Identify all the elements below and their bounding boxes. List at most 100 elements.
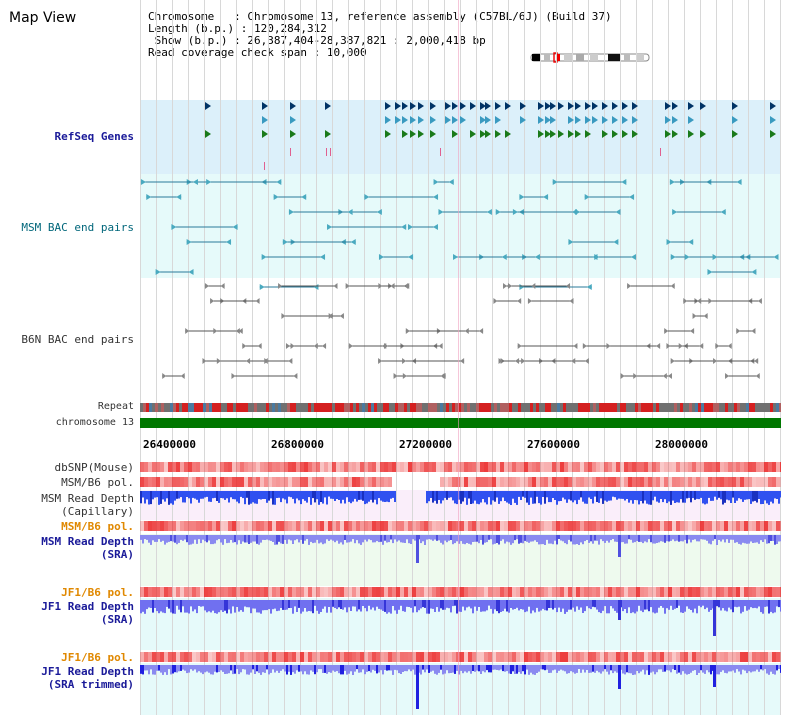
jf1-b6-pol-cell: [372, 652, 376, 662]
jf1-b6-pol-cell: [276, 652, 280, 662]
jf1-trim-depth: [522, 665, 524, 672]
msm-b6-pol-cell: [628, 477, 632, 487]
msm-sra-depth: [694, 535, 696, 540]
repeat-block: [419, 403, 422, 412]
msm-capillary-depth: [176, 491, 178, 499]
jf1-b6-pol-cell: [640, 587, 644, 597]
jf1-b6-pol-cell: [660, 587, 664, 597]
repeat-block: [776, 403, 779, 412]
bac-end: [313, 343, 318, 349]
jf1-trim-depth: [752, 665, 754, 672]
jf1-sra-depth: [452, 600, 454, 607]
msm-b6-pol-cell: [500, 521, 504, 531]
msm-b6-pol-cell: [380, 477, 384, 487]
jf1-sra-depth: [728, 600, 730, 608]
msm-capillary-depth: [720, 491, 722, 500]
dbsnp-cell: [696, 462, 700, 472]
msm-sra-depth: [600, 535, 602, 540]
msm-b6-pol-cell: [772, 477, 776, 487]
bac-end: [503, 283, 508, 289]
repeat-block: [572, 403, 575, 412]
jf1-trim-depth: [160, 665, 162, 673]
chromosome-ideogram-icon[interactable]: [530, 52, 652, 64]
jf1-b6-pol-cell: [508, 652, 512, 662]
jf1-trim-depth: [746, 665, 748, 674]
msm-b6-pol-cell: [184, 521, 188, 531]
jf1-trim-depth: [556, 665, 558, 673]
dbsnp-cell: [656, 462, 660, 472]
gene-marker: [505, 102, 511, 110]
msm-b6-pol-cell: [160, 521, 164, 531]
repeat-block: [362, 403, 365, 412]
msm-sra-depth: [602, 535, 604, 542]
jf1-sra-depth: [438, 600, 440, 612]
repeat-block: [767, 403, 770, 412]
gene-marker: [545, 102, 551, 110]
msm-sra-depth: [428, 535, 430, 540]
msm-capillary-depth: [698, 491, 700, 500]
bac-end: [390, 283, 395, 289]
jf1-trim-depth: [154, 665, 156, 675]
msm-b6-pol-cell: [576, 521, 580, 531]
jf1-sra-depth: [722, 600, 724, 609]
genome-view-panel[interactable]: 26400000 26800000 27200000 27600000 2800…: [140, 0, 781, 715]
jf1-sra-depth: [578, 600, 580, 610]
msm-capillary-depth: [706, 491, 708, 504]
jf1-b6-pol-cell: [584, 587, 588, 597]
repeat-block: [158, 403, 161, 412]
jf1-sra-depth: [624, 600, 626, 609]
bac-end: [712, 254, 718, 260]
msm-sra-depth: [542, 535, 544, 545]
msm-sra-depth: [748, 535, 750, 544]
bac-end: [261, 254, 267, 260]
msm-b6-pol-cell: [700, 521, 704, 531]
msm-sra-depth: [580, 535, 582, 543]
msm-sra-depth: [212, 535, 214, 545]
bac-end: [206, 179, 212, 185]
jf1-b6-pol-cell: [324, 587, 328, 597]
repeat-block: [440, 403, 443, 412]
msm-capillary-depth: [728, 491, 730, 501]
jf1-trim-depth: [344, 665, 346, 671]
jf1-trim-depth: [656, 665, 658, 673]
msm-capillary-depth: [664, 491, 666, 500]
dbsnp-cell: [160, 462, 164, 472]
msm-sra-depth: [702, 535, 704, 540]
jf1-b6-pol-cell: [316, 652, 320, 662]
gene-marker: [732, 102, 738, 110]
repeat-block: [398, 403, 401, 412]
jf1-trim-depth: [140, 665, 142, 674]
msm-b6-pol-cell: [444, 521, 448, 531]
repeat-block: [425, 403, 428, 412]
msm-sra-depth: [388, 535, 390, 543]
bac-end: [573, 343, 578, 349]
dbsnp-cell: [716, 462, 720, 472]
jf1-sra-depth: [220, 600, 222, 611]
msm-sra-depth: [332, 535, 334, 541]
jf1-sra-depth: [274, 600, 276, 609]
repeat-block: [725, 403, 728, 412]
jf1-trim-depth: [576, 665, 578, 673]
jf1-b6-pol-cell: [308, 587, 312, 597]
msm-b6-pol-cell: [696, 521, 700, 531]
genome-tracks-canvas[interactable]: 26400000 26800000 27200000 27600000 2800…: [140, 0, 781, 715]
jf1-b6-pol-cell: [440, 587, 444, 597]
jf1-b6-pol-cell: [336, 587, 340, 597]
msm-b6-pol-cell: [648, 521, 652, 531]
msm-sra-depth: [486, 535, 488, 543]
msm-sra-depth: [278, 535, 280, 542]
repeat-block: [476, 403, 479, 412]
msm-b6-pol-cell: [188, 521, 192, 531]
msm-sra-depth: [430, 535, 432, 540]
jf1-trim-depth: [278, 665, 280, 673]
msm-capillary-depth: [250, 491, 252, 504]
msm-sra-depth: [632, 535, 634, 543]
msm-sra-depth: [244, 535, 246, 543]
gene-marker: [575, 116, 581, 124]
jf1-sra-depth: [516, 600, 518, 608]
msm-capillary-depth: [436, 491, 438, 504]
msm-sra-depth: [598, 535, 600, 545]
msm-sra-depth: [362, 535, 364, 543]
msm-sra-depth: [758, 535, 760, 544]
jf1-sra-depth: [446, 600, 448, 608]
